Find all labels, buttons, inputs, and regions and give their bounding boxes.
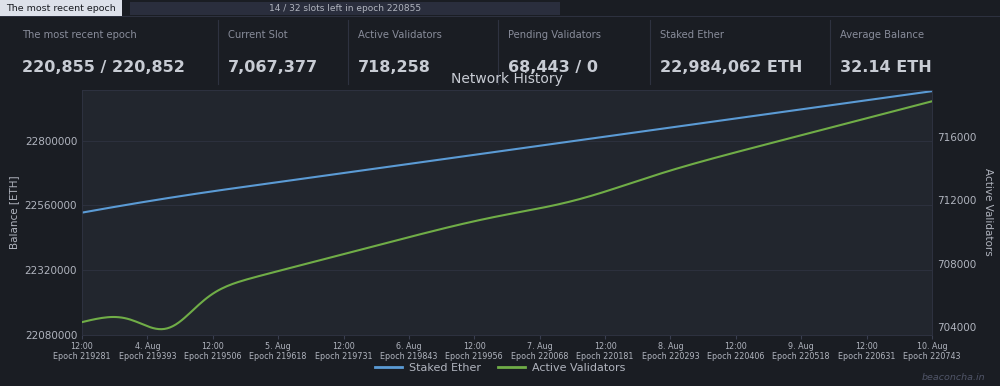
Text: The most recent epoch: The most recent epoch (22, 30, 137, 40)
Text: Active Validators: Active Validators (358, 30, 442, 40)
Text: 7,067,377: 7,067,377 (228, 60, 318, 75)
Text: beaconcha.in: beaconcha.in (921, 372, 985, 382)
Y-axis label: Active Validators: Active Validators (983, 168, 993, 256)
Text: Average Balance: Average Balance (840, 30, 924, 40)
Text: 32.14 ETH: 32.14 ETH (840, 60, 932, 75)
Text: 220,855 / 220,852: 220,855 / 220,852 (22, 60, 185, 75)
Text: 22,984,062 ETH: 22,984,062 ETH (660, 60, 802, 75)
Y-axis label: Balance [ETH]: Balance [ETH] (9, 175, 19, 249)
Text: Current Slot: Current Slot (228, 30, 288, 40)
Bar (130, 2, 560, 15)
Text: Pending Validators: Pending Validators (508, 30, 601, 40)
Text: Staked Ether: Staked Ether (660, 30, 724, 40)
Text: 14 / 32 slots left in epoch 220855: 14 / 32 slots left in epoch 220855 (269, 3, 421, 13)
Text: 718,258: 718,258 (358, 60, 431, 75)
Bar (0, 0, 122, 16)
Text: 68,443 / 0: 68,443 / 0 (508, 60, 598, 75)
Title: Network History: Network History (451, 72, 563, 86)
Text: The most recent epoch: The most recent epoch (6, 3, 116, 13)
Legend: Staked Ether, Active Validators: Staked Ether, Active Validators (370, 358, 630, 377)
